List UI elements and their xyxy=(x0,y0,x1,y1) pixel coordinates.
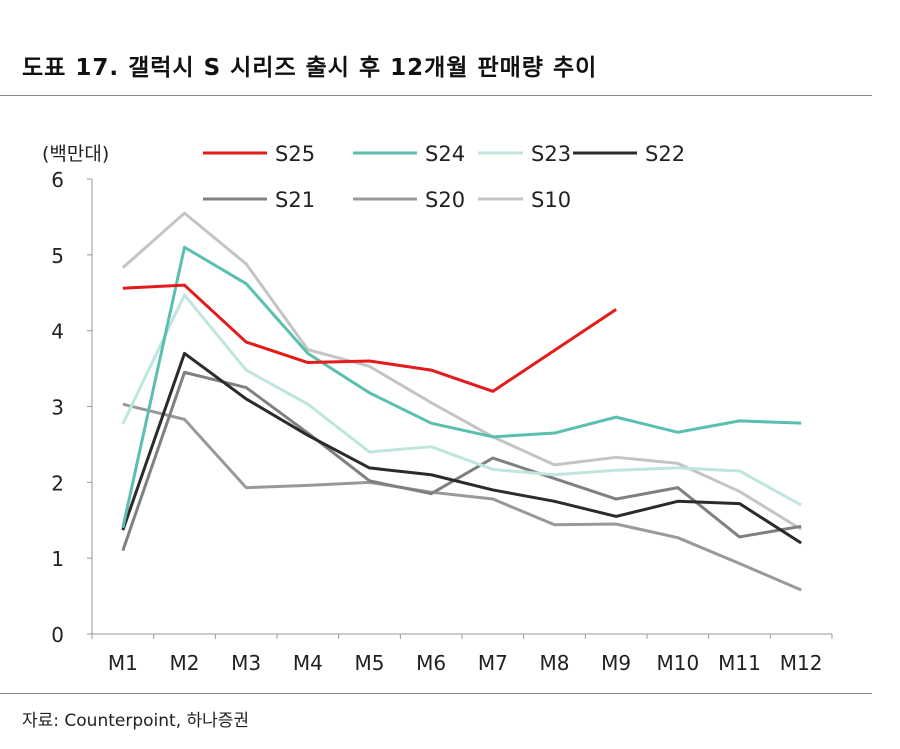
figure-title: 도표 17. 갤럭시 S 시리즈 출시 후 12개월 판매량 추이 xyxy=(22,55,598,81)
legend-label: S25 xyxy=(275,142,315,166)
series-line-s20 xyxy=(122,402,802,592)
title-divider xyxy=(0,95,872,96)
x-tick-label: M8 xyxy=(540,651,570,675)
series-line-s25 xyxy=(122,283,617,393)
legend-label: S10 xyxy=(531,188,571,212)
y-tick-label: 0 xyxy=(51,623,64,647)
x-tick-label: M11 xyxy=(718,651,761,675)
series-line-s22 xyxy=(121,351,802,545)
y-tick-label: 4 xyxy=(51,320,64,344)
series-line-s23 xyxy=(121,293,802,507)
y-tick-label: 3 xyxy=(51,396,64,420)
series-line-s21 xyxy=(121,370,802,552)
legend-label: S22 xyxy=(645,142,685,166)
x-tick-label: M3 xyxy=(231,651,261,675)
x-tick-label: M6 xyxy=(416,651,446,675)
legend-label: S21 xyxy=(275,188,315,212)
y-tick-label: 5 xyxy=(51,244,64,268)
x-tick-label: M9 xyxy=(601,651,631,675)
x-tick-label: M10 xyxy=(656,651,699,675)
y-tick-label: 1 xyxy=(51,547,64,571)
x-tick-label: M12 xyxy=(780,651,823,675)
x-tick-label: M2 xyxy=(170,651,200,675)
source-divider xyxy=(0,693,872,694)
x-tick-label: M5 xyxy=(355,651,385,675)
x-tick-label: M1 xyxy=(108,651,138,675)
source-note: 자료: Counterpoint, 하나증권 xyxy=(22,711,250,731)
legend-label: S20 xyxy=(425,188,465,212)
legend-label: S23 xyxy=(531,142,571,166)
legend-item-s22: S22 xyxy=(573,142,685,166)
legend-item-s21: S21 xyxy=(203,188,315,212)
y-tick-label: 6 xyxy=(51,168,64,192)
legend-item-s20: S20 xyxy=(353,188,465,212)
legend-label: S24 xyxy=(425,142,465,166)
legend-item-s10: S10 xyxy=(478,188,571,212)
legend-item-s23: S23 xyxy=(478,142,571,166)
legend-item-s25: S25 xyxy=(203,142,315,166)
y-axis-unit-label: (백만대) xyxy=(42,143,109,165)
series-line-s24 xyxy=(121,245,802,529)
x-tick-label: M7 xyxy=(478,651,508,675)
x-tick-label: M4 xyxy=(293,651,323,675)
legend-item-s24: S24 xyxy=(353,142,465,166)
y-tick-label: 2 xyxy=(51,471,64,495)
